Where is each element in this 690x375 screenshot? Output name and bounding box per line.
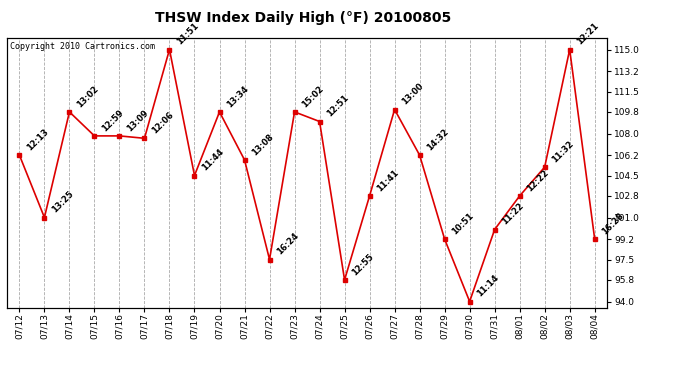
Text: THSW Index Daily High (°F) 20100805: THSW Index Daily High (°F) 20100805	[155, 11, 452, 25]
Text: 15:02: 15:02	[300, 84, 326, 109]
Text: 11:22: 11:22	[500, 201, 526, 227]
Text: 12:22: 12:22	[525, 168, 551, 193]
Text: 12:21: 12:21	[575, 21, 600, 47]
Text: 13:25: 13:25	[50, 189, 75, 215]
Text: 13:34: 13:34	[225, 84, 250, 109]
Text: 11:41: 11:41	[375, 168, 400, 193]
Text: 16:28: 16:28	[600, 211, 626, 236]
Text: 11:51: 11:51	[175, 21, 200, 47]
Text: 16:24: 16:24	[275, 231, 300, 257]
Text: 12:51: 12:51	[325, 93, 351, 119]
Text: 13:02: 13:02	[75, 84, 100, 109]
Text: 13:08: 13:08	[250, 132, 275, 157]
Text: 12:06: 12:06	[150, 110, 175, 135]
Text: 10:51: 10:51	[450, 211, 475, 236]
Text: 12:59: 12:59	[100, 108, 126, 133]
Text: 13:09: 13:09	[125, 108, 150, 133]
Text: 12:13: 12:13	[25, 127, 50, 152]
Text: 11:14: 11:14	[475, 273, 500, 299]
Text: Copyright 2010 Cartronics.com: Copyright 2010 Cartronics.com	[10, 42, 155, 51]
Text: 14:32: 14:32	[425, 127, 451, 152]
Text: 12:55: 12:55	[350, 252, 375, 277]
Text: 11:44: 11:44	[200, 147, 226, 173]
Text: 11:32: 11:32	[550, 139, 575, 164]
Text: 13:00: 13:00	[400, 82, 425, 107]
